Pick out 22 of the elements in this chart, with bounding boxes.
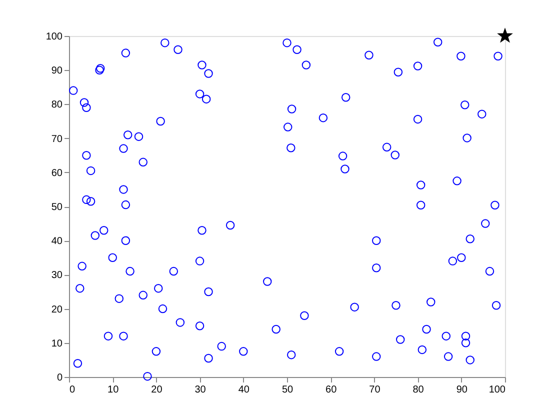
y-tick-label: 10 (51, 338, 63, 350)
y-tick-label: 20 (51, 304, 63, 316)
x-tick-label: 40 (238, 384, 250, 396)
y-tick-label: 100 (46, 32, 63, 42)
y-tick-label: 50 (51, 202, 63, 213)
x-tick-label: 60 (326, 384, 338, 396)
x-tick-label: 0 (70, 384, 76, 396)
x-tick-label: 80 (412, 384, 424, 396)
x-tick-label: 10 (108, 384, 120, 396)
x-tick-label: 50 (282, 384, 294, 396)
x-tick-label: 70 (369, 384, 381, 396)
x-tick-label: 90 (456, 384, 468, 396)
x-tick-label: 20 (151, 384, 163, 396)
y-tick-label: 0 (56, 372, 63, 384)
y-tick-label: 70 (51, 134, 63, 145)
y-tick-label: 40 (51, 236, 63, 248)
y-tick-label: 90 (51, 66, 63, 77)
y-tick-label: 80 (51, 100, 63, 111)
x-tick-label: 30 (194, 384, 206, 396)
y-tick-label: 60 (51, 168, 63, 179)
y-tick-label: 30 (51, 270, 63, 282)
x-tick-label: 100 (488, 384, 506, 396)
